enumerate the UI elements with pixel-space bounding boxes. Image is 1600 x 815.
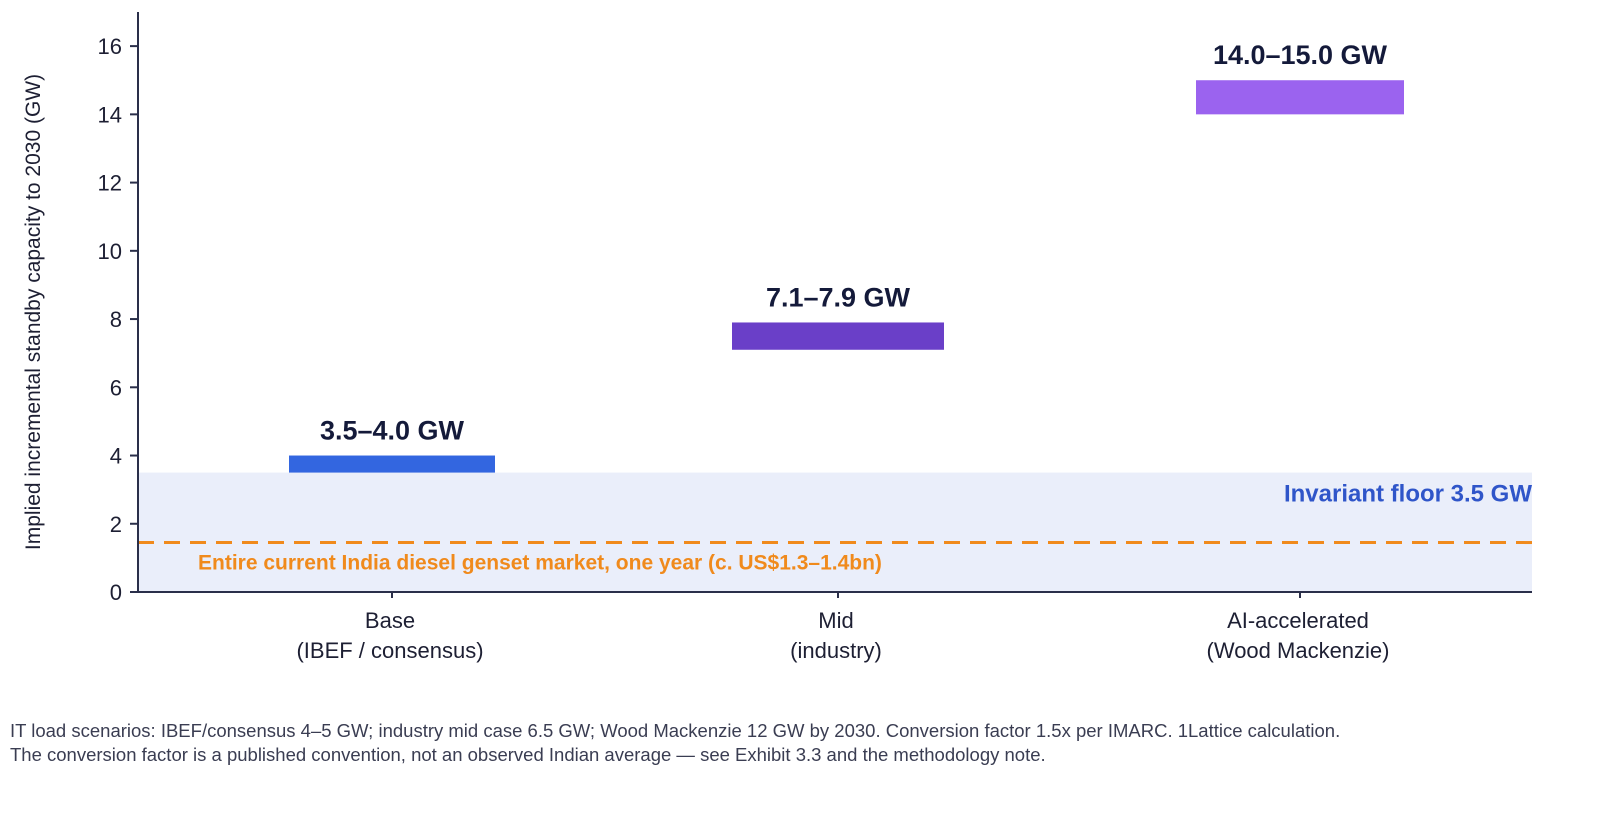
x-category-label: (Wood Mackenzie) <box>1207 638 1390 663</box>
x-category-label: AI-accelerated <box>1227 608 1369 633</box>
y-tick-label: 6 <box>110 375 122 400</box>
y-tick-label: 14 <box>98 102 122 127</box>
range-label: 14.0–15.0 GW <box>1213 40 1388 70</box>
reference-line-label: Entire current India diesel genset marke… <box>198 552 882 575</box>
y-axis-label: Implied incremental standby capacity to … <box>22 74 45 550</box>
x-category-label: Mid <box>818 608 853 633</box>
range-label: 7.1–7.9 GW <box>766 282 911 312</box>
y-tick-label: 8 <box>110 307 122 332</box>
range-bar <box>732 322 944 350</box>
y-tick-label: 0 <box>110 580 122 605</box>
y-tick-label: 4 <box>110 444 122 469</box>
chart: Entire current India diesel genset marke… <box>22 12 1532 663</box>
footnote-1: IT load scenarios: IBEF/consensus 4–5 GW… <box>10 720 1341 741</box>
y-tick-label: 10 <box>98 239 122 264</box>
range-bar <box>289 455 495 473</box>
range-label: 3.5–4.0 GW <box>320 416 465 446</box>
x-category-label: (industry) <box>790 638 882 663</box>
y-tick-label: 16 <box>98 34 122 59</box>
x-category-label: Base <box>365 608 415 633</box>
floor-band-label: Invariant floor 3.5 GW <box>1284 481 1532 508</box>
footnote-2: The conversion factor is a published con… <box>10 744 1046 765</box>
range-bar <box>1196 80 1404 115</box>
y-tick-label: 2 <box>110 512 122 537</box>
floor-band <box>138 472 1532 592</box>
x-category-label: (IBEF / consensus) <box>296 638 483 663</box>
y-tick-label: 12 <box>98 171 122 196</box>
